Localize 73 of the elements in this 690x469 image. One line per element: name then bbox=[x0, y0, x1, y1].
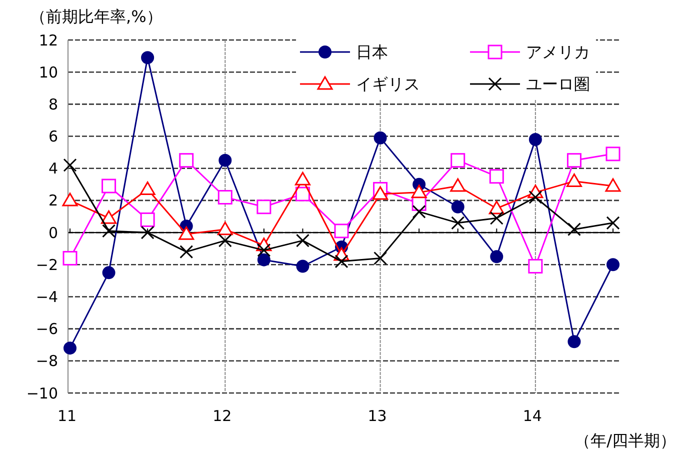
point bbox=[490, 250, 504, 264]
point bbox=[62, 250, 78, 266]
point bbox=[451, 216, 465, 230]
point bbox=[528, 258, 543, 274]
x-tick-label: 14 bbox=[522, 407, 542, 425]
point bbox=[140, 181, 156, 195]
y-tick-label: 2 bbox=[48, 192, 58, 210]
point bbox=[140, 226, 154, 240]
y-tick-label: −4 bbox=[36, 288, 58, 306]
y-tick-label: 0 bbox=[48, 224, 58, 242]
point bbox=[295, 186, 310, 202]
legend-label: イギリス bbox=[356, 74, 420, 94]
point bbox=[101, 210, 117, 224]
y-tick-label: 10 bbox=[38, 63, 58, 82]
point bbox=[606, 146, 620, 162]
point bbox=[334, 254, 348, 268]
y-tick-label: −10 bbox=[26, 384, 58, 402]
point bbox=[102, 266, 116, 280]
point bbox=[218, 234, 232, 248]
point bbox=[489, 169, 504, 184]
point bbox=[102, 178, 116, 194]
x-tick-label: 13 bbox=[368, 407, 387, 425]
point bbox=[334, 224, 349, 238]
y-tick-label: 4 bbox=[48, 160, 58, 178]
point bbox=[256, 200, 272, 214]
point bbox=[180, 245, 194, 259]
y-axis-title: （前期比年率,%） bbox=[30, 7, 162, 26]
point bbox=[64, 342, 76, 355]
point bbox=[218, 190, 232, 204]
legend-label: アメリカ bbox=[526, 42, 590, 62]
point bbox=[411, 184, 427, 198]
point bbox=[606, 216, 620, 230]
x-tick-label: 12 bbox=[212, 407, 232, 425]
y-tick-label: −2 bbox=[36, 256, 58, 274]
point bbox=[218, 154, 232, 167]
point bbox=[217, 222, 233, 236]
point bbox=[605, 178, 621, 192]
point bbox=[63, 158, 77, 172]
y-tick-label: 12 bbox=[38, 31, 58, 50]
point bbox=[451, 200, 464, 214]
y-tick-label: −6 bbox=[36, 320, 58, 338]
point bbox=[178, 226, 194, 240]
point bbox=[450, 178, 466, 192]
point bbox=[141, 51, 154, 64]
y-tick-label: 8 bbox=[48, 95, 58, 114]
point bbox=[566, 173, 582, 187]
point bbox=[528, 190, 542, 204]
point bbox=[488, 200, 504, 214]
point bbox=[567, 222, 581, 236]
point bbox=[528, 132, 542, 146]
legend-label: ユーロ圏 bbox=[526, 74, 590, 94]
point bbox=[296, 260, 310, 273]
point bbox=[568, 335, 581, 348]
y-tick-label: −8 bbox=[36, 352, 58, 370]
legend-label: 日本 bbox=[356, 42, 388, 62]
point bbox=[566, 153, 582, 168]
point bbox=[490, 211, 504, 225]
point bbox=[294, 172, 310, 186]
point bbox=[102, 224, 116, 238]
point bbox=[179, 153, 194, 168]
point bbox=[450, 153, 466, 168]
point bbox=[140, 212, 155, 227]
point bbox=[296, 234, 310, 248]
x-axis-title: （年/四半期） bbox=[574, 431, 676, 450]
point bbox=[257, 253, 270, 266]
point bbox=[606, 258, 620, 272]
point bbox=[374, 131, 387, 144]
point bbox=[412, 204, 426, 218]
point bbox=[374, 251, 388, 265]
y-tick-label: 6 bbox=[48, 128, 58, 146]
point bbox=[257, 243, 271, 257]
point bbox=[372, 186, 388, 200]
x-tick-label: 11 bbox=[57, 407, 77, 425]
